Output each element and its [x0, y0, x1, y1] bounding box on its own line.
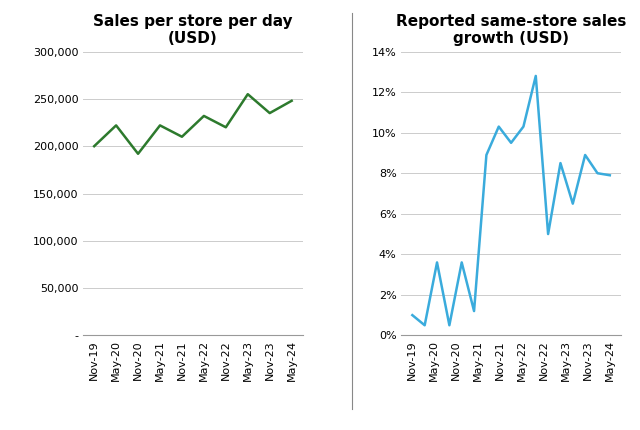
Title: Reported same-store sales
growth (USD): Reported same-store sales growth (USD) [396, 14, 627, 46]
Title: Sales per store per day
(USD): Sales per store per day (USD) [93, 14, 292, 46]
